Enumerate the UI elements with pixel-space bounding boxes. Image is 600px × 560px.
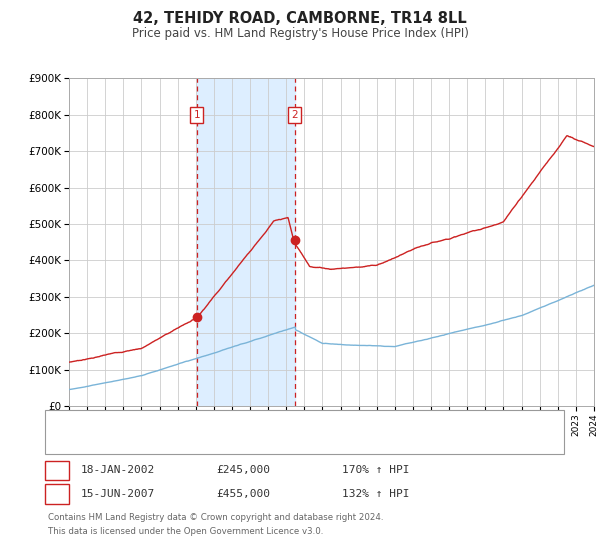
Text: 42, TEHIDY ROAD, CAMBORNE, TR14 8LL: 42, TEHIDY ROAD, CAMBORNE, TR14 8LL xyxy=(133,11,467,26)
Text: Price paid vs. HM Land Registry's House Price Index (HPI): Price paid vs. HM Land Registry's House … xyxy=(131,27,469,40)
Text: This data is licensed under the Open Government Licence v3.0.: This data is licensed under the Open Gov… xyxy=(48,527,323,536)
Text: £455,000: £455,000 xyxy=(216,489,270,499)
Text: 1: 1 xyxy=(193,110,200,120)
Text: ——: —— xyxy=(59,433,86,447)
Text: 15-JUN-2007: 15-JUN-2007 xyxy=(81,489,155,499)
Text: 2: 2 xyxy=(53,489,61,499)
Text: 1: 1 xyxy=(53,465,61,475)
Text: Contains HM Land Registry data © Crown copyright and database right 2024.: Contains HM Land Registry data © Crown c… xyxy=(48,514,383,522)
Text: £245,000: £245,000 xyxy=(216,465,270,475)
Text: HPI: Average price, semi-detached house, Cornwall: HPI: Average price, semi-detached house,… xyxy=(87,436,354,446)
Bar xyxy=(197,78,295,406)
Text: 132% ↑ HPI: 132% ↑ HPI xyxy=(342,489,409,499)
Text: 170% ↑ HPI: 170% ↑ HPI xyxy=(342,465,409,475)
Text: 2: 2 xyxy=(291,110,298,120)
Text: 18-JAN-2002: 18-JAN-2002 xyxy=(81,465,155,475)
Text: 42, TEHIDY ROAD, CAMBORNE, TR14 8LL (semi-detached house): 42, TEHIDY ROAD, CAMBORNE, TR14 8LL (sem… xyxy=(87,418,422,428)
Text: ——: —— xyxy=(59,416,86,430)
